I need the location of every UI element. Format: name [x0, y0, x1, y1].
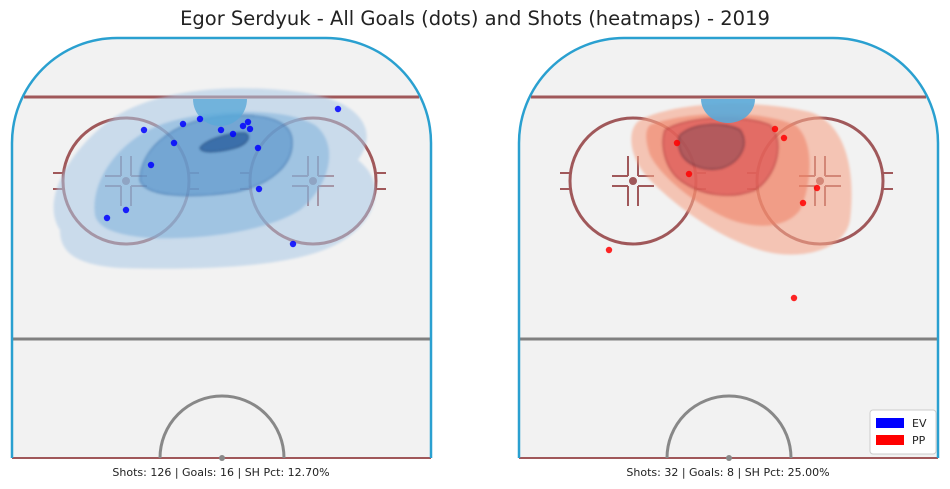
- goal-dot: [289, 240, 297, 248]
- center-circle: [158, 394, 286, 459]
- goal-dot: [103, 214, 111, 222]
- rink-pp: [517, 36, 940, 461]
- goal-dot: [605, 246, 613, 254]
- legend-swatch-pp: [876, 435, 904, 445]
- goal-dot: [217, 126, 225, 134]
- boards: [10, 36, 433, 458]
- goal-dot: [140, 126, 148, 134]
- goal-dot: [147, 161, 155, 169]
- heatmap-contour: [199, 132, 249, 153]
- goal-dot: [170, 139, 178, 147]
- goal-dot: [239, 122, 247, 130]
- goal-dot: [673, 139, 681, 147]
- goal-dot: [334, 105, 342, 113]
- goal-dot: [685, 170, 693, 178]
- goal-dot: [813, 184, 821, 192]
- legend-swatch-ev: [876, 418, 904, 428]
- goal-dot: [246, 125, 254, 133]
- caption-ev: Shots: 126 | Goals: 16 | SH Pct: 12.70%: [112, 466, 329, 479]
- goal-dot: [790, 294, 798, 302]
- goal-dot: [255, 185, 263, 193]
- legend-label-ev: EV: [912, 417, 927, 430]
- faceoff-dot: [629, 177, 637, 185]
- goal-dot: [254, 144, 262, 152]
- legend: EV PP: [869, 409, 937, 455]
- goal-crease: [193, 99, 247, 126]
- center-dot: [726, 455, 732, 461]
- goal-dot: [229, 130, 237, 138]
- goal-dot: [179, 120, 187, 128]
- heatmap-contour: [678, 124, 745, 170]
- legend-label-pp: PP: [912, 434, 926, 447]
- goal-dot: [196, 115, 204, 123]
- goal-dot: [771, 125, 779, 133]
- goal-crease: [701, 99, 755, 123]
- caption-pp: Shots: 32 | Goals: 8 | SH Pct: 25.00%: [626, 466, 829, 479]
- center-dot: [219, 455, 225, 461]
- chart-title: Egor Serdyuk - All Goals (dots) and Shot…: [180, 7, 770, 30]
- heatmap-contour: [139, 114, 293, 196]
- boards: [517, 36, 940, 458]
- goal-dot: [780, 134, 788, 142]
- center-circle: [665, 394, 793, 459]
- goal-dot: [244, 118, 252, 126]
- goal-dot: [122, 206, 130, 214]
- goal-dot: [799, 199, 807, 207]
- rink-ev: [10, 36, 433, 461]
